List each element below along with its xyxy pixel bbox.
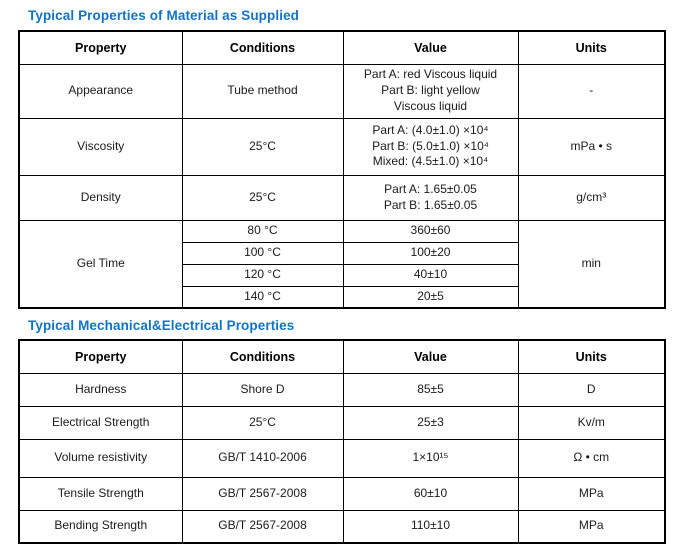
cell-conditions: GB/T 1410-2006 [181,438,344,478]
cell-value: 1×10¹⁵ [342,438,519,478]
cell-conditions: 80 °C [181,219,344,243]
table-row-bending-strength: Bending Strength GB/T 2567-2008 110±10 M… [18,509,666,544]
cell-conditions: 140 °C [181,285,344,309]
cell-units: D [517,372,666,407]
cell-value: Part A: 1.65±0.05 Part B: 1.65±0.05 [342,174,519,221]
mechanical-electrical-table: Property Conditions Value Units Hardness… [18,339,666,544]
cell-units-geltime: min [517,219,666,309]
cell-value: 360±60 [342,219,519,243]
cell-units: mPa • s [517,117,666,176]
cell-property: Hardness [18,372,183,407]
table-row-volume-resistivity: Volume resistivity GB/T 1410-2006 1×10¹⁵… [18,438,666,478]
cell-property: Electrical Strength [18,405,183,440]
cell-property: Bending Strength [18,509,183,544]
table-header-row: Property Conditions Value Units [18,339,666,374]
cell-value: Part A: red Viscous liquid Part B: light… [342,63,519,119]
value-line: Part A: 1.65±0.05 [384,181,477,196]
section2-title: Typical Mechanical&Electrical Properties [28,318,295,333]
cell-conditions: GB/T 2567-2008 [181,476,344,511]
value-line: Mixed: (4.5±1.0) ×10⁴ [372,154,489,169]
cell-property: Appearance [18,63,183,119]
cell-conditions: Shore D [181,372,344,407]
cell-conditions: 120 °C [181,263,344,287]
cell-value: 110±10 [342,509,519,544]
table-row-viscosity: Viscosity 25°C Part A: (4.0±1.0) ×10⁴ Pa… [18,117,666,176]
cell-units: g/cm³ [517,174,666,221]
header-value: Value [342,30,519,65]
value-line: Part B: light yellow [381,83,480,98]
cell-property-geltime: Gel Time [18,219,183,309]
section1-title: Typical Properties of Material as Suppli… [28,8,300,23]
material-properties-table: Property Conditions Value Units Appearan… [18,30,666,309]
table-row-tensile-strength: Tensile Strength GB/T 2567-2008 60±10 MP… [18,476,666,511]
cell-conditions: 100 °C [181,241,344,265]
value-line: Viscous liquid [393,98,468,113]
value-line: Part A: (4.0±1.0) ×10⁴ [372,122,489,137]
cell-property: Volume resistivity [18,438,183,478]
cell-conditions: GB/T 2567-2008 [181,509,344,544]
header-units: Units [517,30,666,65]
header-units: Units [517,339,666,374]
table-row-hardness: Hardness Shore D 85±5 D [18,372,666,407]
cell-value: 20±5 [342,285,519,309]
cell-conditions: Tube method [181,63,344,119]
header-property: Property [18,339,183,374]
cell-value: 25±3 [342,405,519,440]
table-row-geltime-140: 140 °C 20±5 [19,285,665,309]
cell-value: 100±20 [342,241,519,265]
table-row-density: Density 25°C Part A: 1.65±0.05 Part B: 1… [18,174,666,221]
cell-property: Density [18,174,183,221]
value-line: Part B: 1.65±0.05 [383,197,478,212]
cell-conditions: 25°C [181,405,344,440]
header-property: Property [18,30,183,65]
cell-property: Viscosity [18,117,183,176]
value-line: Part A: red Viscous liquid [363,67,498,82]
table-header-row: Property Conditions Value Units [18,30,666,65]
header-conditions: Conditions [181,339,344,374]
cell-property: Tensile Strength [18,476,183,511]
cell-value: 85±5 [342,372,519,407]
header-conditions: Conditions [181,30,344,65]
table-row-geltime-80: Gel Time 80 °C 360±60 min [18,219,666,309]
cell-units: MPa [517,509,666,544]
table-row-appearance: Appearance Tube method Part A: red Visco… [18,63,666,119]
cell-value: 40±10 [342,263,519,287]
cell-units: - [517,63,666,119]
header-value: Value [342,339,519,374]
cell-value: Part A: (4.0±1.0) ×10⁴ Part B: (5.0±1.0)… [342,117,519,176]
cell-conditions: 25°C [181,117,344,176]
cell-value: 60±10 [342,476,519,511]
cell-units: Kv/m [517,405,666,440]
value-line: Part B: (5.0±1.0) ×10⁴ [372,138,489,153]
table-row-electrical-strength: Electrical Strength 25°C 25±3 Kv/m [18,405,666,440]
cell-conditions: 25°C [181,174,344,221]
cell-units: Ω • cm [517,438,666,478]
cell-units: MPa [517,476,666,511]
